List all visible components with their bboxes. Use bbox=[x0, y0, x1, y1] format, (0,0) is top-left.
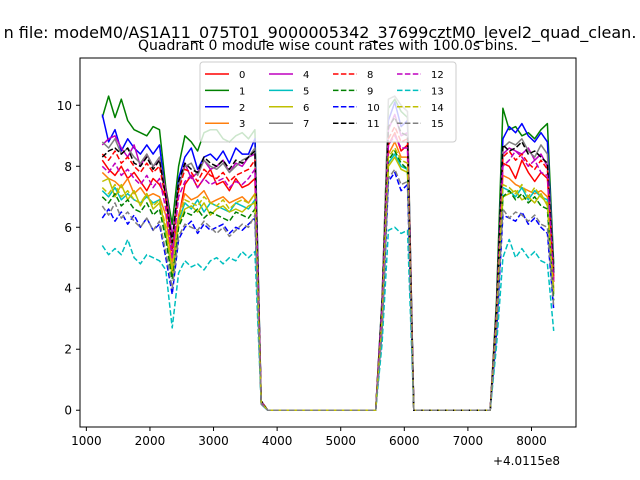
suptitle: n file: modeM0/AS1A11_075T01_9000005342_… bbox=[4, 23, 637, 43]
chart-title: Quadrant 0 module wise count rates with … bbox=[138, 38, 518, 54]
x-tick-label: 3000 bbox=[198, 434, 229, 448]
legend-label-3: 3 bbox=[239, 119, 245, 130]
x-tick-label: 5000 bbox=[325, 434, 356, 448]
legend-label-1: 1 bbox=[239, 86, 245, 97]
legend-frame bbox=[199, 61, 457, 143]
x-axis: 1000 2000 3000 4000 5000 6000 7000 8000 bbox=[71, 427, 547, 448]
y-tick-label: 0 bbox=[64, 404, 72, 418]
series-line-15 bbox=[101, 168, 555, 411]
y-tick-label: 10 bbox=[57, 99, 72, 113]
series-layer bbox=[101, 95, 555, 411]
y-tick-label: 2 bbox=[64, 343, 72, 357]
x-tick-label: 2000 bbox=[135, 434, 166, 448]
legend-label-2: 2 bbox=[239, 103, 245, 114]
y-tick-label: 4 bbox=[64, 282, 72, 296]
x-tick-label: 4000 bbox=[262, 434, 293, 448]
x-tick-label: 1000 bbox=[71, 434, 102, 448]
x-tick-label: 8000 bbox=[516, 434, 547, 448]
y-axis: 0 2 4 6 8 10 bbox=[57, 99, 80, 418]
plot-frame bbox=[79, 57, 577, 428]
x-offset-label: +4.0115e8 bbox=[493, 454, 560, 468]
x-tick-label: 7000 bbox=[453, 434, 484, 448]
legend-label-15: 15 bbox=[431, 119, 444, 130]
x-tick-label: 6000 bbox=[389, 434, 420, 448]
series-line-14 bbox=[101, 147, 555, 411]
legend-label-0: 0 bbox=[239, 70, 245, 81]
y-tick-label: 8 bbox=[64, 160, 72, 174]
legend-label-11: 11 bbox=[367, 119, 380, 130]
y-tick-label: 6 bbox=[64, 221, 72, 235]
legend-label-6: 6 bbox=[303, 103, 309, 114]
legend-label-10: 10 bbox=[367, 103, 380, 114]
legend-label-4: 4 bbox=[303, 70, 309, 81]
legend-label-5: 5 bbox=[303, 86, 309, 97]
legend-label-9: 9 bbox=[367, 86, 373, 97]
legend-label-7: 7 bbox=[303, 119, 309, 130]
legend-label-14: 14 bbox=[431, 103, 444, 114]
legend-label-13: 13 bbox=[431, 86, 444, 97]
legend-label-12: 12 bbox=[431, 70, 444, 81]
legend-label-8: 8 bbox=[367, 70, 373, 81]
